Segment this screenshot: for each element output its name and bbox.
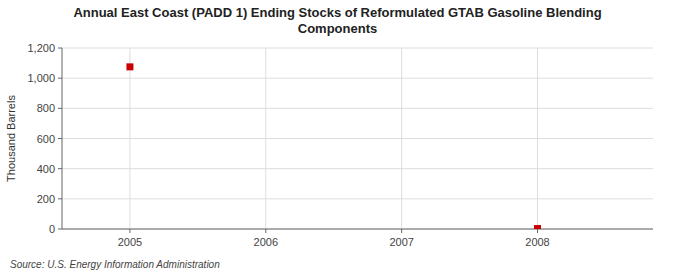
y-tick-label: 1,000 [27,72,55,84]
point [534,225,541,229]
y-tick [58,108,62,109]
y-tick-label: 600 [37,133,55,145]
x-axis-line [62,229,653,230]
y-tick [58,198,62,199]
title-line: Annual East Coast (PADD 1) Ending Stocks… [73,5,601,20]
x-grid-line [401,48,402,229]
y-grid-line [62,229,653,230]
x-grid-line [265,48,266,229]
x-tick-label: 2007 [389,236,413,248]
title: Annual East Coast (PADD 1) Ending Stocks… [73,5,601,36]
x-tick [401,229,402,233]
y-grid-line [62,78,653,79]
chart-container: Annual East Coast (PADD 1) Ending Stocks… [0,0,675,275]
x-grid-line [537,48,538,229]
y-grid-line [62,198,653,199]
grid [62,48,653,229]
x-tick [265,229,266,233]
y-tick [58,168,62,169]
y-grid-line [62,138,653,139]
x-tick-label: 2006 [254,236,278,248]
x-tick [537,229,538,233]
x-tick-label: 2008 [525,236,549,248]
y-grid-line [62,48,653,49]
y-tick-label: 400 [37,163,55,175]
y-axis-label: Thousand Barrels [5,95,17,182]
x-tick [129,229,130,233]
y-tick-label: 800 [37,102,55,114]
x-tick-label: 2005 [118,236,142,248]
y-tick-label: 200 [37,193,55,205]
y-tick [58,138,62,139]
source: Source: U.S. Energy Information Administ… [10,259,220,270]
y-tick [58,48,62,49]
y-grid-line [62,108,653,109]
marks [126,63,541,229]
x-grid-line [129,48,130,229]
point [126,63,133,70]
y-tick-label: 1,200 [27,42,55,54]
y-tick [58,78,62,79]
y-grid-line [62,168,653,169]
y-tick-label: 0 [49,223,55,235]
chart-svg: Annual East Coast (PADD 1) Ending Stocks… [0,0,675,275]
title-line: Components [298,21,377,36]
y-tick [58,229,62,230]
y-axis-line [62,48,63,229]
